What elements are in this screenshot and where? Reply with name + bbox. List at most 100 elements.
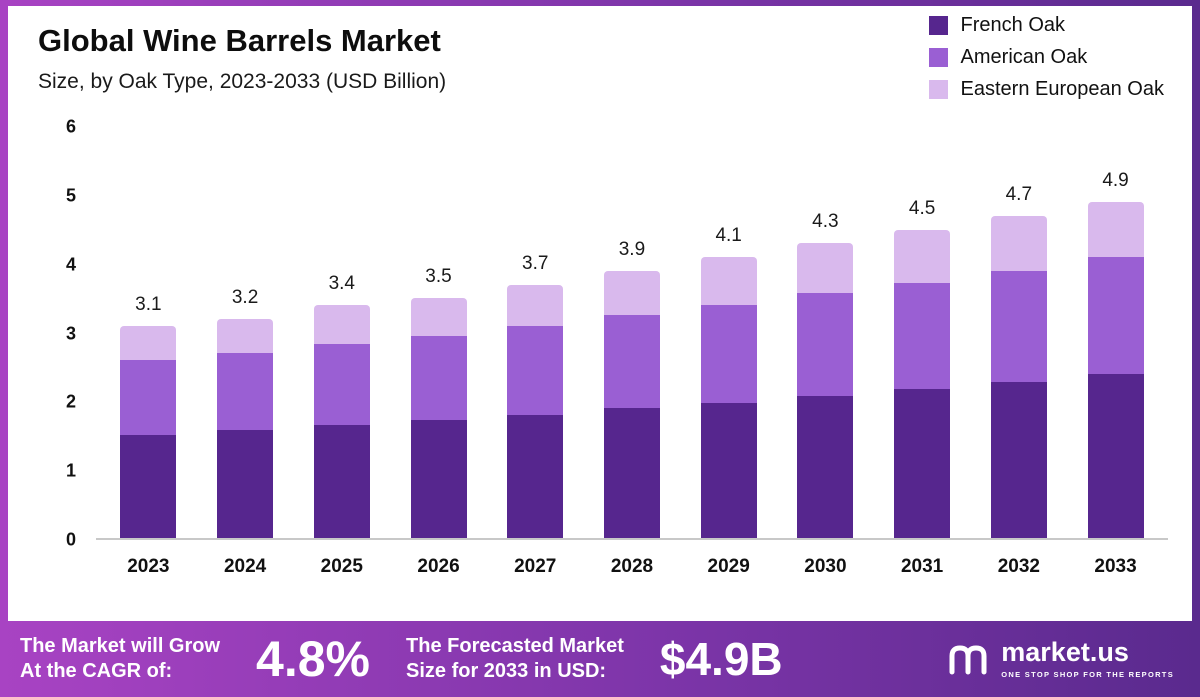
y-axis-tick-label: 3 bbox=[65, 323, 76, 343]
forecast-label-line2: Size for 2033 in USD: bbox=[406, 660, 607, 682]
bar-segment-french-oak bbox=[603, 407, 660, 538]
bar-segment-french-oak bbox=[313, 424, 370, 538]
bar-total-label: 3.4 bbox=[328, 273, 355, 295]
x-axis-label: 2033 bbox=[1094, 556, 1137, 577]
legend-item-american-oak: American Oak bbox=[928, 46, 1164, 69]
y-axis-tick-label: 4 bbox=[65, 254, 76, 275]
brand-text: market.us ONE STOP SHOP FOR THE REPORTS bbox=[1001, 637, 1174, 680]
bar-stack bbox=[990, 216, 1047, 538]
bar-segment-eastern-european-oak bbox=[700, 257, 757, 306]
bar-segment-american-oak bbox=[990, 270, 1047, 382]
bar-column: 3.2 2024 bbox=[216, 127, 274, 577]
bar-segment-french-oak bbox=[797, 396, 854, 538]
legend-label: Eastern European Oak bbox=[960, 78, 1164, 100]
bar-segment-american-oak bbox=[507, 325, 564, 415]
x-axis-label: 2026 bbox=[417, 556, 460, 577]
legend-swatch-eastern-european-oak bbox=[928, 80, 948, 99]
brand-name: market.us bbox=[1001, 637, 1129, 667]
bar-segment-eastern-european-oak bbox=[990, 216, 1047, 271]
bar-stack bbox=[797, 243, 854, 538]
bar-total-label: 4.1 bbox=[715, 225, 742, 247]
brand-tagline: ONE STOP SHOP FOR THE REPORTS bbox=[1001, 670, 1174, 679]
bar-column: 3.9 2028 bbox=[603, 127, 661, 577]
market-us-logo-icon bbox=[949, 645, 987, 675]
bar-column: 4.7 2032 bbox=[990, 127, 1048, 577]
cagr-label-line2: At the CAGR of: bbox=[20, 660, 173, 682]
bar-stack bbox=[217, 318, 274, 538]
bar-total-label: 4.3 bbox=[812, 211, 839, 233]
legend-swatch-french-oak bbox=[928, 16, 948, 35]
x-axis-label: 2031 bbox=[900, 556, 944, 577]
x-axis-label: 2024 bbox=[223, 556, 267, 577]
bar-total-label: 3.2 bbox=[231, 286, 259, 308]
bar-column: 3.1 2023 bbox=[119, 127, 177, 577]
bar-segment-eastern-european-oak bbox=[603, 270, 660, 316]
bar-stack bbox=[120, 325, 177, 538]
bar-stack bbox=[507, 284, 564, 538]
brand-logo: market.us ONE STOP SHOP FOR THE REPORTS bbox=[945, 639, 1174, 679]
bar-segment-french-oak bbox=[1087, 373, 1144, 538]
forecast-label-line1: The Forecasted Market bbox=[406, 635, 624, 657]
bar-segment-french-oak bbox=[990, 381, 1047, 538]
chart-header: Global Wine Barrels Market Size, by Oak … bbox=[38, 22, 446, 94]
legend-swatch-american-oak bbox=[928, 48, 948, 67]
bar-segment-american-oak bbox=[217, 353, 274, 431]
bar-segment-american-oak bbox=[603, 315, 660, 408]
bar-segment-eastern-european-oak bbox=[1087, 202, 1144, 258]
y-axis-tick-label: 5 bbox=[65, 185, 76, 206]
bar-column: 4.9 2033 bbox=[1087, 127, 1145, 577]
y-axis-tick-label: 6 bbox=[65, 116, 76, 137]
bar-segment-eastern-european-oak bbox=[217, 318, 274, 354]
legend-label: American Oak bbox=[960, 46, 1088, 68]
chart-subtitle: Size, by Oak Type, 2023-2033 (USD Billio… bbox=[38, 70, 447, 94]
chart-title: Global Wine Barrels Market bbox=[38, 23, 441, 58]
legend-label: French Oak bbox=[960, 14, 1066, 36]
bar-segment-french-oak bbox=[217, 430, 274, 538]
bar-column: 4.5 2031 bbox=[893, 127, 951, 577]
legend: French Oak American Oak Eastern European… bbox=[928, 14, 1164, 101]
bar-segment-eastern-european-oak bbox=[894, 229, 951, 283]
x-axis-label: 2032 bbox=[997, 556, 1040, 577]
bars-area: 3.1 2023 3.2 2024 3.4 2025 3.5 2026 3.7 2027 3.9 20… bbox=[96, 127, 1168, 577]
chart-card: Global Wine Barrels Market Size, by Oak … bbox=[8, 6, 1192, 621]
bar-segment-french-oak bbox=[410, 420, 467, 538]
bar-segment-american-oak bbox=[313, 344, 370, 425]
bar-stack bbox=[894, 229, 951, 538]
bar-segment-american-oak bbox=[797, 293, 854, 397]
bar-total-label: 4.9 bbox=[1102, 170, 1129, 192]
plot-area: 3.1 2023 3.2 2024 3.4 2025 3.5 2026 3.7 2027 3.9 20… bbox=[96, 127, 1168, 577]
cagr-label: The Market will Grow At the CAGR of: bbox=[20, 634, 220, 684]
bar-stack bbox=[700, 257, 757, 538]
bar-column: 3.7 2027 bbox=[506, 127, 564, 577]
bar-stack bbox=[313, 305, 370, 538]
bar-segment-american-oak bbox=[120, 359, 177, 436]
y-axis-tick-label: 0 bbox=[65, 529, 76, 550]
x-axis-label: 2028 bbox=[610, 556, 654, 577]
x-axis-label: 2029 bbox=[707, 556, 750, 577]
bar-total-label: 4.7 bbox=[1005, 184, 1033, 206]
bar-column: 4.1 2029 bbox=[700, 127, 758, 577]
y-axis-labels: 0 1 2 3 4 5 6 bbox=[48, 117, 84, 550]
bar-segment-american-oak bbox=[410, 335, 467, 421]
bar-segment-american-oak bbox=[1087, 257, 1144, 374]
bar-stack bbox=[410, 298, 467, 538]
bar-segment-american-oak bbox=[894, 282, 951, 390]
cagr-label-line1: The Market will Grow bbox=[20, 635, 221, 657]
bar-segment-eastern-european-oak bbox=[507, 284, 564, 326]
bar-segment-eastern-european-oak bbox=[120, 325, 177, 360]
bar-total-label: 3.5 bbox=[425, 266, 452, 288]
legend-item-french-oak: French Oak bbox=[928, 14, 1164, 37]
y-axis-tick-label: 2 bbox=[65, 391, 76, 412]
bar-segment-french-oak bbox=[507, 414, 564, 538]
footer-banner: The Market will Grow At the CAGR of: 4.8… bbox=[0, 621, 1200, 697]
bar-segment-french-oak bbox=[894, 389, 951, 538]
x-axis-label: 2023 bbox=[127, 556, 170, 577]
forecast-value: $4.9B bbox=[659, 633, 783, 685]
legend-item-eastern-european-oak: Eastern European Oak bbox=[928, 78, 1164, 101]
bar-column: 3.4 2025 bbox=[313, 127, 371, 577]
bar-total-label: 4.5 bbox=[908, 197, 936, 219]
bar-segment-eastern-european-oak bbox=[797, 243, 854, 294]
bar-segment-french-oak bbox=[700, 403, 757, 538]
bar-stack bbox=[603, 270, 660, 538]
